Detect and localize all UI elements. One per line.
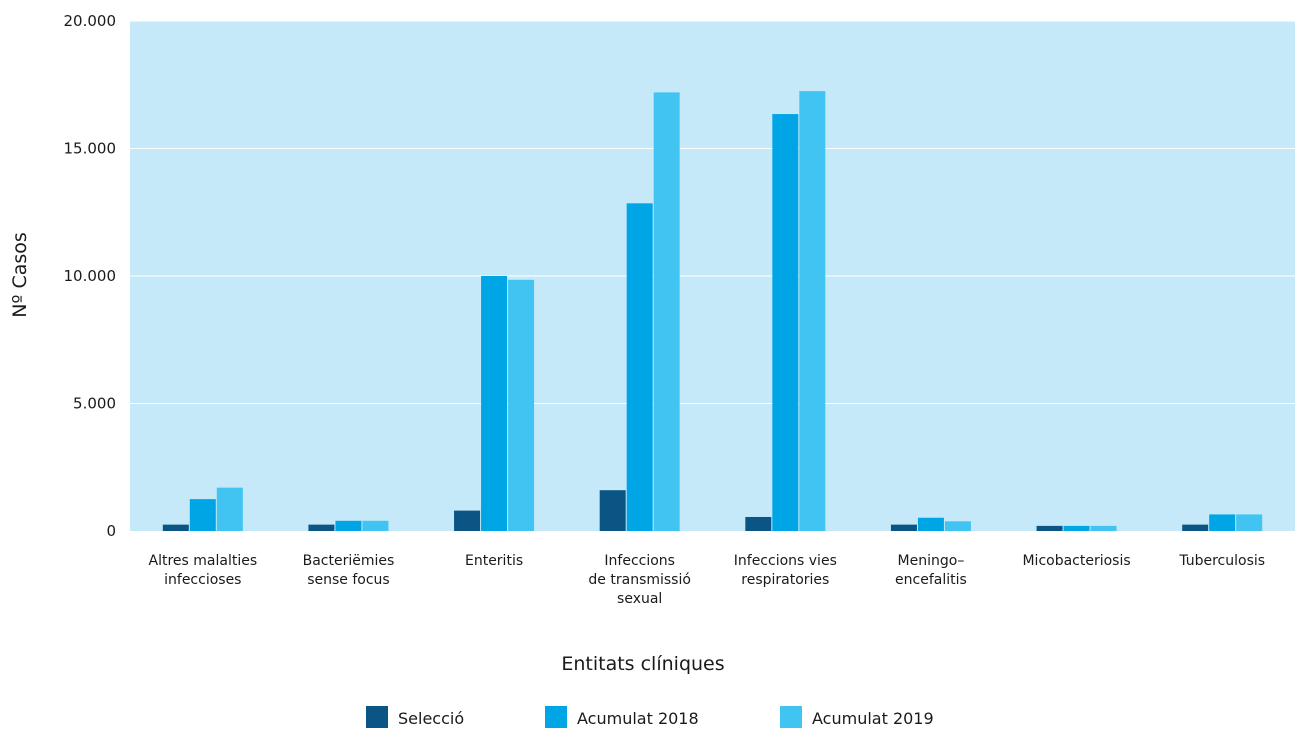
legend-swatch bbox=[780, 706, 802, 728]
x-category-label: Tuberculosis bbox=[1178, 553, 1265, 569]
x-category-label-line: Infeccions vies bbox=[734, 553, 837, 569]
bar bbox=[481, 276, 508, 531]
y-axis-title: Nº Casos bbox=[9, 232, 31, 318]
bar bbox=[1063, 525, 1090, 531]
legend: Selecció Acumulat 2018 Acumulat 2019 bbox=[366, 706, 934, 728]
x-category-label: Infeccions de transmissió sexual bbox=[588, 553, 691, 607]
x-category-label: Enteritis bbox=[465, 553, 523, 569]
bar bbox=[1209, 514, 1236, 531]
bar bbox=[626, 203, 653, 531]
y-tick-label: 5.000 bbox=[73, 395, 116, 413]
bar bbox=[799, 91, 826, 531]
x-category-label-line: Enteritis bbox=[465, 553, 523, 569]
bar bbox=[1036, 525, 1063, 531]
y-tick-label: 10.000 bbox=[64, 267, 117, 285]
bar bbox=[599, 490, 626, 531]
legend-swatch bbox=[366, 706, 388, 728]
bar bbox=[508, 279, 535, 531]
x-category-label-line: Bacteriëmies bbox=[303, 553, 395, 569]
x-category-label-line: de transmissió bbox=[588, 572, 691, 588]
bar bbox=[1236, 514, 1263, 531]
x-category-label: Altres malalties infeccioses bbox=[149, 553, 258, 588]
legend-label: Acumulat 2019 bbox=[812, 709, 934, 728]
x-category-label-line: Tuberculosis bbox=[1178, 553, 1265, 569]
bar bbox=[454, 510, 481, 531]
bar bbox=[653, 92, 680, 532]
bar bbox=[745, 516, 772, 531]
x-category-label-line: sexual bbox=[617, 591, 662, 607]
x-category-label: Infeccions vies respiratories bbox=[734, 553, 837, 588]
x-category-label: Meningo– encefalitis bbox=[895, 553, 967, 588]
x-category-label: Bacteriëmies sense focus bbox=[303, 553, 395, 588]
bar bbox=[162, 524, 189, 531]
bars bbox=[162, 91, 1263, 532]
legend-swatch bbox=[545, 706, 567, 728]
x-axis-title: Entitats clíniques bbox=[561, 653, 724, 675]
bar bbox=[944, 521, 971, 531]
y-axis-ticks: 0 5.000 10.000 15.000 20.000 bbox=[64, 12, 117, 540]
bar bbox=[917, 517, 944, 531]
x-category-label: Micobacteriosis bbox=[1022, 553, 1130, 569]
x-category-label-line: Micobacteriosis bbox=[1022, 553, 1130, 569]
bar bbox=[890, 524, 917, 531]
bar bbox=[1090, 525, 1117, 531]
bar bbox=[335, 520, 362, 531]
bar bbox=[1182, 524, 1209, 531]
bar bbox=[362, 520, 389, 531]
y-tick-label: 20.000 bbox=[64, 12, 117, 30]
bar bbox=[772, 114, 799, 531]
gridlines bbox=[130, 20, 1295, 404]
x-category-label-line: encefalitis bbox=[895, 572, 967, 588]
x-category-label-line: Infeccions bbox=[604, 553, 675, 569]
x-category-label-line: respiratories bbox=[741, 572, 829, 588]
legend-label: Selecció bbox=[398, 709, 464, 728]
bar bbox=[189, 499, 216, 531]
bar bbox=[308, 524, 335, 531]
bar bbox=[216, 487, 243, 531]
x-category-label-line: Meningo– bbox=[898, 553, 965, 569]
y-tick-label: 15.000 bbox=[64, 140, 117, 158]
x-category-label-line: infeccioses bbox=[164, 572, 241, 588]
x-category-label-line: sense focus bbox=[307, 572, 390, 588]
x-axis-categories: Altres malalties infeccioses Bacteriëmies s… bbox=[149, 553, 1266, 607]
x-category-label-line: Altres malalties bbox=[149, 553, 258, 569]
legend-label: Acumulat 2018 bbox=[577, 709, 699, 728]
y-tick-label: 0 bbox=[106, 522, 116, 540]
